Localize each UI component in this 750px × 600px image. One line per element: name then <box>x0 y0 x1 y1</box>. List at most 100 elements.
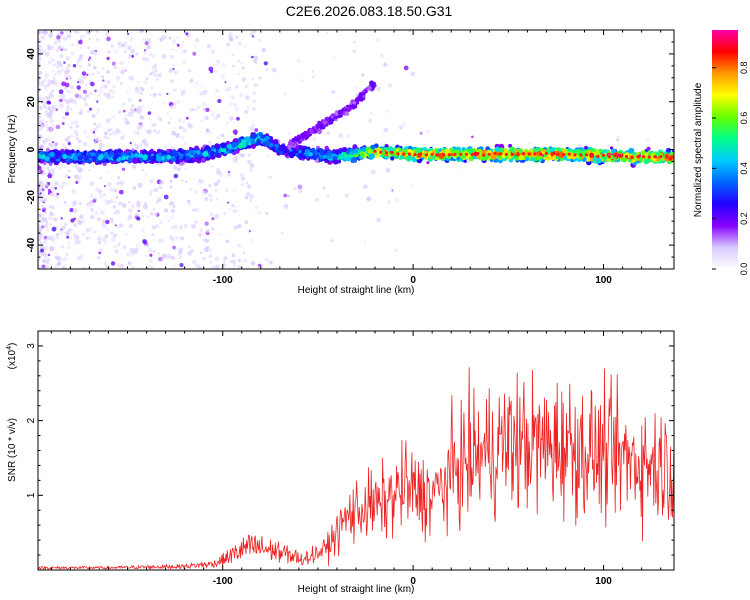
noise-point <box>84 93 90 99</box>
noise-point <box>98 191 101 195</box>
noise-point <box>74 164 79 169</box>
noise-point <box>39 198 43 202</box>
noise-point <box>166 253 172 259</box>
noise-point <box>56 192 60 196</box>
noise-point <box>234 106 240 112</box>
noise-point <box>108 117 113 121</box>
ridge-point <box>584 145 588 150</box>
noise-point <box>78 94 83 99</box>
ridge-point <box>565 150 568 154</box>
noise-point <box>229 32 233 36</box>
noise-point <box>93 122 97 126</box>
noise-point <box>248 167 254 172</box>
noise-point <box>41 205 44 208</box>
noise-point <box>142 214 145 218</box>
noise-point <box>140 92 143 95</box>
noise-point <box>197 183 200 186</box>
ridge-point <box>255 142 259 147</box>
ridge-point <box>250 143 256 149</box>
noise-point <box>214 189 218 192</box>
noise-point <box>47 253 51 257</box>
ridge-point <box>214 143 221 150</box>
noise-point <box>63 61 66 64</box>
noise-point <box>89 50 94 55</box>
branch-point <box>309 130 314 135</box>
noise-point <box>190 249 194 253</box>
noise-point <box>215 88 220 93</box>
noise-point <box>96 71 100 75</box>
noise-point <box>391 189 394 192</box>
noise-point <box>577 144 582 149</box>
noise-point <box>97 240 102 245</box>
ridge-point <box>189 149 194 155</box>
noise-point <box>49 92 52 95</box>
noise-point <box>134 247 139 252</box>
noise-point <box>40 35 45 40</box>
noise-point <box>57 72 62 76</box>
noise-point <box>64 73 69 79</box>
noise-point <box>116 226 119 229</box>
noise-point <box>223 211 227 216</box>
noise-point <box>94 211 99 215</box>
ridge-core-point <box>613 154 617 158</box>
noise-point <box>92 136 95 139</box>
ridge-point <box>515 149 519 153</box>
noise-point <box>171 146 175 150</box>
ridge-point <box>324 145 329 151</box>
ridge-core-point <box>533 152 537 156</box>
noise-point <box>58 40 61 43</box>
noise-point <box>40 248 45 253</box>
noise-point <box>143 50 146 54</box>
noise-point <box>69 207 74 213</box>
ridge-core-point <box>510 152 514 157</box>
noise-point <box>60 184 64 189</box>
noise-point <box>133 130 138 135</box>
noise-point <box>154 238 157 242</box>
noise-point <box>88 56 92 59</box>
noise-point <box>198 179 202 183</box>
noise-point <box>117 176 121 180</box>
noise-point <box>172 204 176 209</box>
ridge-point <box>91 155 97 161</box>
ridge-point <box>610 146 614 150</box>
noise-point <box>233 188 236 192</box>
ridge-point <box>390 156 395 161</box>
colorbar-tick-label: 0.8 <box>739 61 749 74</box>
noise-point <box>156 78 159 81</box>
noise-point <box>387 200 391 204</box>
noise-point <box>106 136 109 140</box>
noise-point <box>231 53 234 56</box>
noise-point <box>111 95 114 99</box>
ridge-point <box>196 149 201 155</box>
ridge-point <box>271 146 276 152</box>
ridge-point <box>407 149 413 154</box>
ridge-core-point <box>601 153 606 157</box>
ridge-core-point <box>464 152 468 156</box>
noise-point <box>127 56 131 60</box>
noise-point <box>99 143 105 148</box>
noise-point <box>369 111 374 116</box>
noise-point <box>110 44 114 48</box>
ridge-point <box>45 153 49 157</box>
noise-point <box>233 225 239 230</box>
noise-point <box>107 92 111 97</box>
noise-point <box>86 73 89 77</box>
noise-point <box>146 44 151 50</box>
noise-point <box>118 211 121 214</box>
noise-point <box>233 103 237 107</box>
noise-point <box>67 241 70 244</box>
ridge-point <box>235 149 240 154</box>
noise-point <box>145 255 148 258</box>
noise-point <box>151 233 155 237</box>
noise-point <box>205 129 211 134</box>
x-tick-label: 0 <box>410 275 416 286</box>
ridge-point <box>54 154 60 160</box>
noise-point <box>208 66 214 72</box>
noise-point <box>195 38 199 43</box>
ridge-point <box>578 156 583 160</box>
noise-point <box>55 255 61 261</box>
ridge-point <box>509 146 515 152</box>
ridge-point <box>346 150 350 155</box>
noise-point <box>118 44 122 49</box>
noise-point <box>82 74 87 80</box>
